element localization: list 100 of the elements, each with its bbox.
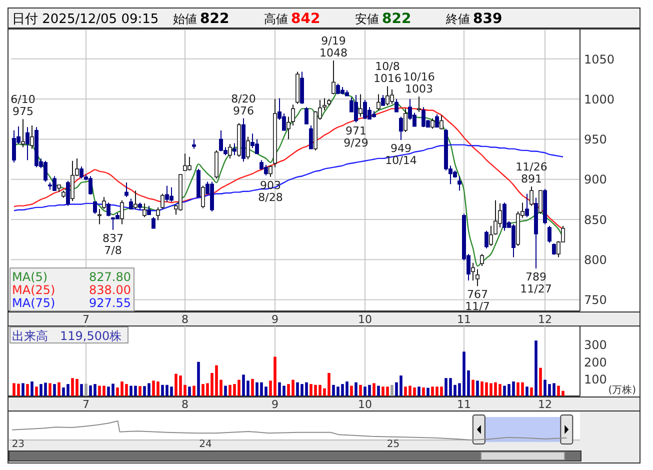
bar — [539, 368, 542, 396]
y-tick-label: 200 — [584, 355, 607, 370]
candlestick — [552, 243, 556, 256]
candlestick — [134, 190, 138, 210]
candlestick — [530, 186, 534, 206]
x-tick-label: 10 — [358, 313, 372, 326]
x-tick-label: 10 — [358, 398, 372, 411]
y-tick-label: 1000 — [584, 92, 615, 106]
candlestick — [381, 94, 385, 106]
bar — [526, 386, 528, 396]
bar — [472, 380, 474, 396]
x-tick-label: 9 — [272, 313, 278, 326]
annotation: 949 10/14 — [385, 142, 417, 167]
x-tick-label: 23 — [12, 439, 25, 450]
annotation: 6/10 975 — [10, 93, 36, 118]
candlestick — [228, 144, 232, 159]
bar — [48, 383, 52, 396]
y-tick-label: 100 — [584, 372, 607, 386]
candlestick — [129, 198, 133, 210]
text: 終値 — [445, 12, 470, 26]
candlestick — [484, 230, 488, 249]
bar — [58, 382, 60, 396]
annotation: 10/16 1003 — [403, 70, 435, 96]
bar — [251, 378, 254, 396]
text: 822 — [382, 11, 412, 27]
x-tick-label: 9 — [272, 398, 278, 411]
text: 822 — [200, 11, 230, 27]
y-tick-label: 750 — [584, 293, 607, 308]
annotation: 789 11/27 — [520, 270, 552, 296]
text: 842 — [291, 11, 320, 27]
x-tick-label: 11 — [457, 398, 471, 411]
candlestick — [93, 201, 97, 214]
candlestick — [201, 185, 205, 209]
x-tick-label: 8 — [182, 313, 188, 326]
candlestick — [404, 108, 408, 132]
annotation: 11/26 891 — [516, 160, 548, 186]
candlestick — [268, 165, 272, 178]
candlestick — [430, 118, 434, 130]
text: MA(25) — [12, 283, 56, 297]
y-tick-label: 800 — [584, 253, 607, 268]
candlestick — [309, 125, 313, 150]
bar — [192, 386, 196, 396]
y-tick-label: 900 — [584, 172, 607, 187]
annotation: 971 9/29 — [344, 124, 368, 150]
chart-title: 出来高 119,500株 — [12, 329, 122, 343]
candlestick — [120, 200, 124, 225]
bar — [30, 381, 34, 396]
bar — [390, 384, 394, 396]
line-series — [13, 91, 564, 267]
y-tick-label: 300 — [584, 338, 607, 352]
candlestick — [98, 208, 102, 225]
bar — [534, 340, 538, 396]
candlestick — [399, 116, 403, 140]
annotation: 827.80 — [89, 270, 131, 284]
text: MA(75) — [12, 296, 56, 310]
x-tick-label: 12 — [538, 313, 552, 326]
bar — [372, 383, 376, 396]
candlestick — [440, 114, 444, 130]
text: MA(5) — [12, 270, 48, 284]
annotation: 837 7/8 — [102, 232, 124, 257]
candlestick — [458, 176, 462, 192]
bar — [350, 386, 353, 396]
x-tick-label: 12 — [538, 398, 552, 411]
annotation: 767 11/7 — [465, 288, 490, 314]
candlestick — [489, 225, 493, 246]
y-tick-label: 1050 — [584, 52, 615, 66]
bar — [80, 384, 83, 396]
candlestick — [304, 106, 308, 124]
bar — [359, 384, 362, 396]
candlestick — [152, 216, 156, 229]
candlestick — [435, 114, 439, 128]
annotation: 838.00 — [89, 283, 131, 297]
candlestick — [376, 94, 380, 111]
x-tick-label: 24 — [199, 439, 212, 450]
bar — [354, 382, 358, 396]
candlestick — [30, 125, 34, 150]
bar — [197, 362, 200, 396]
bar — [84, 384, 88, 396]
candlestick — [548, 225, 552, 244]
annotation: 10/8 1016 — [374, 60, 402, 86]
candlestick — [286, 116, 290, 140]
candlestick — [124, 182, 128, 198]
candlestick — [394, 98, 398, 112]
bar — [377, 386, 380, 396]
candlestick — [192, 138, 196, 150]
bar — [476, 380, 479, 396]
x-tick-label: 25 — [386, 439, 400, 450]
candlestick — [476, 268, 480, 287]
candlestick — [480, 253, 484, 267]
y-tick-label: 850 — [584, 212, 607, 227]
x-tick-label: 8 — [182, 398, 188, 411]
candlestick — [106, 202, 110, 217]
candlestick — [525, 193, 529, 218]
candlestick — [332, 60, 336, 95]
y-axis-title: (万株) — [608, 384, 636, 396]
bar — [224, 386, 227, 396]
bar — [53, 384, 56, 396]
candlestick — [26, 126, 30, 161]
bar — [418, 386, 420, 396]
bar — [138, 386, 142, 396]
